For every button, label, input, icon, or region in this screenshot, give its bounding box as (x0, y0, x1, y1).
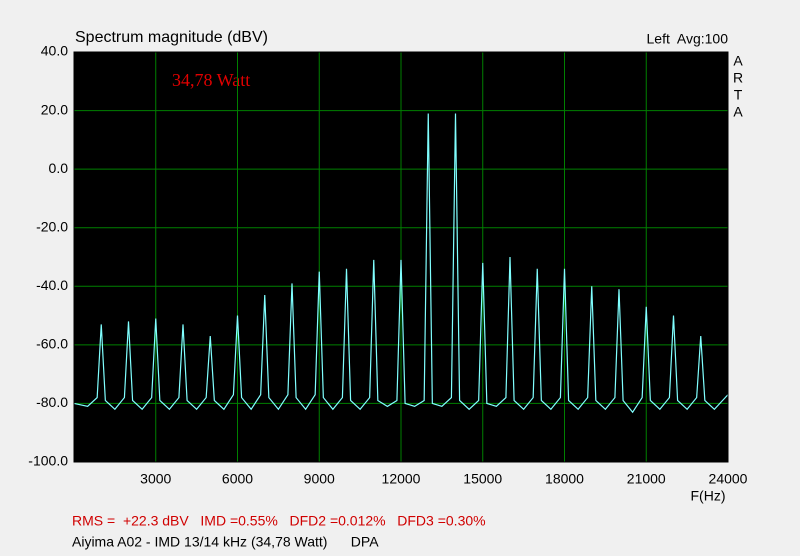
x-tick-label: 3000 (140, 471, 171, 487)
x-tick-label: 18000 (545, 471, 584, 487)
plot-border (73, 51, 729, 463)
channel-info: Left Avg:100 (647, 31, 729, 47)
x-tick-label: 15000 (463, 471, 502, 487)
spectrum-line (73, 113, 729, 414)
y-tick-label: -40.0 (36, 277, 68, 293)
annotation: 34,78 Watt (172, 70, 250, 90)
y-tick-label: -80.0 (36, 394, 68, 410)
logo-letter: R (733, 70, 743, 86)
x-tick-label: 21000 (627, 471, 666, 487)
x-tick-label: 6000 (222, 471, 253, 487)
y-tick-label: -60.0 (36, 336, 68, 352)
logo-letter: T (734, 87, 743, 103)
x-tick-label: 9000 (304, 471, 335, 487)
y-tick-label: -100.0 (28, 453, 68, 469)
y-tick-label: 40.0 (41, 43, 68, 59)
x-tick-label: 12000 (382, 471, 421, 487)
y-tick-label: 0.0 (49, 160, 69, 176)
x-tick-label: 24000 (709, 471, 748, 487)
chart-title: Spectrum magnitude (dBV) (75, 29, 268, 46)
y-tick-label: -20.0 (36, 218, 68, 234)
logo-letter: A (733, 104, 743, 120)
logo-letter: A (733, 53, 743, 69)
caption: Aiyima A02 - IMD 13/14 kHz (34,78 Watt) … (72, 534, 379, 550)
y-tick-label: 20.0 (41, 101, 68, 117)
x-axis-label: F(Hz) (691, 488, 726, 504)
results: RMS = +22.3 dBV IMD =0.55% DFD2 =0.012% … (72, 513, 486, 529)
